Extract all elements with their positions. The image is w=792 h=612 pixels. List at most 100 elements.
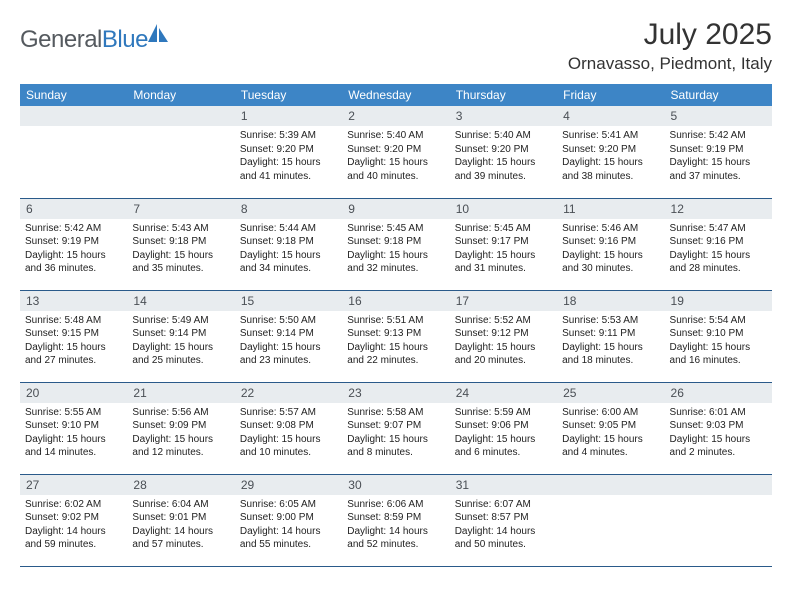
day-content: Sunrise: 6:01 AMSunset: 9:03 PMDaylight:… — [665, 403, 772, 463]
day-content: Sunrise: 6:00 AMSunset: 9:05 PMDaylight:… — [557, 403, 664, 463]
calendar-day: 25Sunrise: 6:00 AMSunset: 9:05 PMDayligh… — [557, 382, 664, 474]
day-content: Sunrise: 5:49 AMSunset: 9:14 PMDaylight:… — [127, 311, 234, 371]
day-content: Sunrise: 5:45 AMSunset: 9:18 PMDaylight:… — [342, 219, 449, 279]
day-number-bar: 1 — [235, 106, 342, 126]
day-number-bar: 20 — [20, 383, 127, 403]
calendar-week-row: 20Sunrise: 5:55 AMSunset: 9:10 PMDayligh… — [20, 382, 772, 474]
weekday-header-row: Sunday Monday Tuesday Wednesday Thursday… — [20, 84, 772, 106]
weekday-header: Friday — [557, 84, 664, 106]
calendar-day: 28Sunrise: 6:04 AMSunset: 9:01 PMDayligh… — [127, 474, 234, 566]
day-content: Sunrise: 5:41 AMSunset: 9:20 PMDaylight:… — [557, 126, 664, 186]
weekday-header: Sunday — [20, 84, 127, 106]
day-content: Sunrise: 6:02 AMSunset: 9:02 PMDaylight:… — [20, 495, 127, 555]
calendar-day: 9Sunrise: 5:45 AMSunset: 9:18 PMDaylight… — [342, 198, 449, 290]
calendar-page: GeneralBlue July 2025 Ornavasso, Piedmon… — [0, 0, 792, 577]
day-number-bar: 28 — [127, 475, 234, 495]
calendar-day: 3Sunrise: 5:40 AMSunset: 9:20 PMDaylight… — [450, 106, 557, 198]
calendar-day: 1Sunrise: 5:39 AMSunset: 9:20 PMDaylight… — [235, 106, 342, 198]
day-content: Sunrise: 5:57 AMSunset: 9:08 PMDaylight:… — [235, 403, 342, 463]
calendar-day-empty — [557, 474, 664, 566]
day-content: Sunrise: 6:04 AMSunset: 9:01 PMDaylight:… — [127, 495, 234, 555]
day-number-bar: 26 — [665, 383, 772, 403]
weekday-header: Tuesday — [235, 84, 342, 106]
day-content: Sunrise: 5:46 AMSunset: 9:16 PMDaylight:… — [557, 219, 664, 279]
calendar-day: 19Sunrise: 5:54 AMSunset: 9:10 PMDayligh… — [665, 290, 772, 382]
day-content: Sunrise: 5:42 AMSunset: 9:19 PMDaylight:… — [20, 219, 127, 279]
calendar-week-row: 27Sunrise: 6:02 AMSunset: 9:02 PMDayligh… — [20, 474, 772, 566]
calendar-day-empty — [127, 106, 234, 198]
day-content: Sunrise: 6:05 AMSunset: 9:00 PMDaylight:… — [235, 495, 342, 555]
calendar-day-empty — [665, 474, 772, 566]
calendar-day: 23Sunrise: 5:58 AMSunset: 9:07 PMDayligh… — [342, 382, 449, 474]
day-number-bar: 17 — [450, 291, 557, 311]
calendar-day: 31Sunrise: 6:07 AMSunset: 8:57 PMDayligh… — [450, 474, 557, 566]
day-number-bar: 7 — [127, 199, 234, 219]
weekday-header: Thursday — [450, 84, 557, 106]
calendar-week-row: 1Sunrise: 5:39 AMSunset: 9:20 PMDaylight… — [20, 106, 772, 198]
day-number-bar: 14 — [127, 291, 234, 311]
day-content — [127, 126, 234, 184]
day-content: Sunrise: 5:42 AMSunset: 9:19 PMDaylight:… — [665, 126, 772, 186]
day-number-bar: 12 — [665, 199, 772, 219]
day-number-bar: 23 — [342, 383, 449, 403]
day-number-bar: 2 — [342, 106, 449, 126]
calendar-day: 4Sunrise: 5:41 AMSunset: 9:20 PMDaylight… — [557, 106, 664, 198]
calendar-day: 11Sunrise: 5:46 AMSunset: 9:16 PMDayligh… — [557, 198, 664, 290]
day-content: Sunrise: 5:39 AMSunset: 9:20 PMDaylight:… — [235, 126, 342, 186]
day-number-bar: 6 — [20, 199, 127, 219]
day-number-bar: 31 — [450, 475, 557, 495]
calendar-day: 26Sunrise: 6:01 AMSunset: 9:03 PMDayligh… — [665, 382, 772, 474]
day-number-bar: 19 — [665, 291, 772, 311]
day-number-bar: 5 — [665, 106, 772, 126]
day-number-bar: 18 — [557, 291, 664, 311]
calendar-day: 30Sunrise: 6:06 AMSunset: 8:59 PMDayligh… — [342, 474, 449, 566]
day-content: Sunrise: 6:07 AMSunset: 8:57 PMDaylight:… — [450, 495, 557, 555]
day-content: Sunrise: 5:56 AMSunset: 9:09 PMDaylight:… — [127, 403, 234, 463]
day-number-bar — [665, 475, 772, 495]
day-content: Sunrise: 5:40 AMSunset: 9:20 PMDaylight:… — [342, 126, 449, 186]
calendar-day: 18Sunrise: 5:53 AMSunset: 9:11 PMDayligh… — [557, 290, 664, 382]
day-number-bar — [127, 106, 234, 126]
day-number-bar: 9 — [342, 199, 449, 219]
sail-icon — [148, 24, 170, 49]
day-content: Sunrise: 6:06 AMSunset: 8:59 PMDaylight:… — [342, 495, 449, 555]
day-content: Sunrise: 5:50 AMSunset: 9:14 PMDaylight:… — [235, 311, 342, 371]
calendar-week-row: 13Sunrise: 5:48 AMSunset: 9:15 PMDayligh… — [20, 290, 772, 382]
calendar-day: 24Sunrise: 5:59 AMSunset: 9:06 PMDayligh… — [450, 382, 557, 474]
day-number-bar: 15 — [235, 291, 342, 311]
day-number-bar: 10 — [450, 199, 557, 219]
day-content — [557, 495, 664, 553]
day-number-bar: 13 — [20, 291, 127, 311]
month-title: July 2025 — [568, 18, 772, 52]
brand-name-a: General — [20, 26, 102, 53]
day-number-bar: 29 — [235, 475, 342, 495]
day-content: Sunrise: 5:47 AMSunset: 9:16 PMDaylight:… — [665, 219, 772, 279]
calendar-day: 29Sunrise: 6:05 AMSunset: 9:00 PMDayligh… — [235, 474, 342, 566]
day-number-bar: 16 — [342, 291, 449, 311]
brand-name-b: Blue — [102, 26, 148, 53]
calendar-day: 8Sunrise: 5:44 AMSunset: 9:18 PMDaylight… — [235, 198, 342, 290]
day-content: Sunrise: 5:43 AMSunset: 9:18 PMDaylight:… — [127, 219, 234, 279]
page-header: GeneralBlue July 2025 Ornavasso, Piedmon… — [20, 18, 772, 74]
calendar-day: 21Sunrise: 5:56 AMSunset: 9:09 PMDayligh… — [127, 382, 234, 474]
day-content: Sunrise: 5:40 AMSunset: 9:20 PMDaylight:… — [450, 126, 557, 186]
calendar-day: 15Sunrise: 5:50 AMSunset: 9:14 PMDayligh… — [235, 290, 342, 382]
day-number-bar: 24 — [450, 383, 557, 403]
calendar-day: 7Sunrise: 5:43 AMSunset: 9:18 PMDaylight… — [127, 198, 234, 290]
calendar-day: 10Sunrise: 5:45 AMSunset: 9:17 PMDayligh… — [450, 198, 557, 290]
day-number-bar: 27 — [20, 475, 127, 495]
day-content: Sunrise: 5:44 AMSunset: 9:18 PMDaylight:… — [235, 219, 342, 279]
day-number-bar: 21 — [127, 383, 234, 403]
calendar-table: Sunday Monday Tuesday Wednesday Thursday… — [20, 84, 772, 567]
day-number-bar — [557, 475, 664, 495]
day-content: Sunrise: 5:55 AMSunset: 9:10 PMDaylight:… — [20, 403, 127, 463]
day-number-bar: 25 — [557, 383, 664, 403]
day-number-bar: 30 — [342, 475, 449, 495]
day-number-bar: 11 — [557, 199, 664, 219]
calendar-day: 27Sunrise: 6:02 AMSunset: 9:02 PMDayligh… — [20, 474, 127, 566]
calendar-body: 1Sunrise: 5:39 AMSunset: 9:20 PMDaylight… — [20, 106, 772, 566]
day-content: Sunrise: 5:54 AMSunset: 9:10 PMDaylight:… — [665, 311, 772, 371]
calendar-day: 5Sunrise: 5:42 AMSunset: 9:19 PMDaylight… — [665, 106, 772, 198]
day-content — [20, 126, 127, 184]
calendar-day: 2Sunrise: 5:40 AMSunset: 9:20 PMDaylight… — [342, 106, 449, 198]
